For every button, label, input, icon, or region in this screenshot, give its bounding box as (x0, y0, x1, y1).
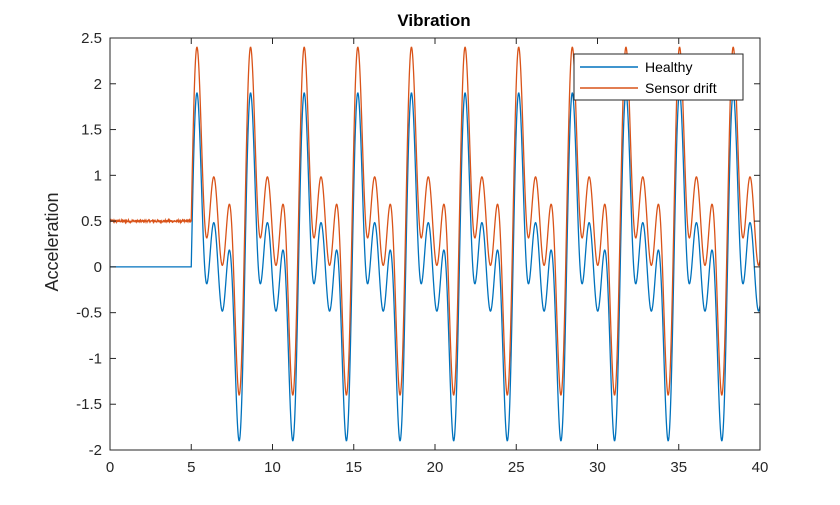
x-axis-ticks: 0 5 10 15 20 25 30 35 40 (106, 38, 769, 476)
plot-background (110, 38, 760, 450)
x-tick-label: 5 (187, 459, 195, 476)
chart-legend: Healthy Sensor drift (573, 53, 744, 101)
y-tick-label: -1 (89, 350, 102, 367)
x-tick-label: 35 (670, 459, 687, 476)
y-tick-label: 2.5 (81, 30, 102, 47)
plot-area (110, 38, 760, 450)
y-tick-label: 1.5 (81, 122, 102, 139)
y-tick-label: 2 (94, 76, 102, 93)
x-tick-label: 20 (427, 459, 444, 476)
y-tick-label: -2 (89, 442, 102, 459)
y-tick-label: 1 (94, 167, 102, 184)
series-line-sensor-drift (110, 46, 760, 396)
legend-box (573, 53, 744, 101)
y-axis-label: Acceleration (42, 192, 62, 291)
legend-label-sensor-drift: Sensor drift (645, 80, 717, 96)
x-tick-label: 15 (345, 459, 362, 476)
series-line-healthy (110, 92, 760, 442)
legend-label-healthy: Healthy (645, 59, 692, 75)
x-tick-label: 0 (106, 459, 114, 476)
series-layer (110, 46, 760, 442)
x-tick-label: 25 (508, 459, 525, 476)
y-tick-label: -0.5 (76, 305, 102, 322)
x-tick-label: 10 (264, 459, 281, 476)
y-tick-label: 0 (94, 259, 102, 276)
y-tick-label: -1.5 (76, 396, 102, 413)
y-tick-label: 0.5 (81, 213, 102, 230)
x-tick-label: 30 (589, 459, 606, 476)
chart-title: Vibration (397, 11, 470, 30)
y-axis-ticks: -2 -1.5 -1 -0.5 0 0.5 1 1.5 2 2.5 (76, 30, 760, 459)
x-tick-label: 40 (752, 459, 769, 476)
